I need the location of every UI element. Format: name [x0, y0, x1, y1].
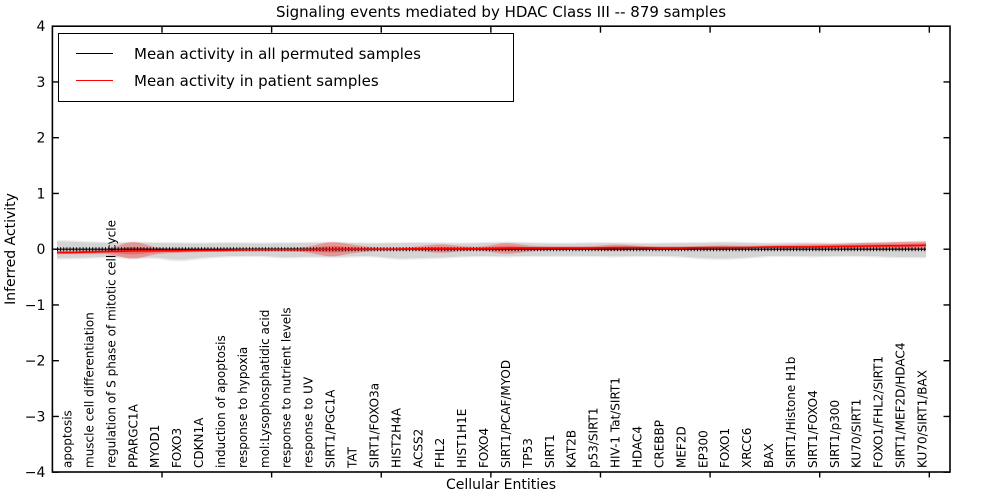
y-tick-label: −4: [25, 465, 46, 481]
x-tick-label: HIV-1 Tat/SIRT1: [609, 377, 623, 468]
y-tick-label: −2: [25, 354, 46, 370]
y-tick-label: 2: [36, 131, 45, 147]
y-tick-label: −1: [25, 298, 46, 314]
x-tick-label: SIRT1/MEF2D/HDAC4: [894, 343, 908, 468]
legend-label-permuted: Mean activity in all permuted samples: [134, 44, 421, 63]
x-tick-label: SIRT1: [543, 434, 557, 468]
x-tick-label: ACSS2: [411, 429, 425, 468]
x-tick-label: regulation of S phase of mitotic cell cy…: [104, 220, 118, 468]
x-tick-label: MYOD1: [148, 425, 162, 468]
legend: Mean activity in all permuted samples Me…: [58, 33, 514, 102]
y-tick-label: −3: [25, 409, 46, 425]
x-tick-label: XRCC6: [740, 428, 754, 468]
patient-line-sample: [76, 80, 113, 81]
x-tick-label: KAT2B: [565, 430, 579, 468]
x-tick-label: MEF2D: [674, 426, 688, 468]
x-tick-label: FOXO1/FHL2/SIRT1: [872, 356, 886, 468]
x-tick-label: response to UV: [302, 376, 316, 468]
legend-item-permuted: Mean activity in all permuted samples: [59, 40, 513, 67]
x-tick-label: TAT: [345, 446, 359, 469]
y-tick-label: 3: [36, 75, 45, 91]
x-tick-label: FOXO4: [477, 428, 491, 468]
x-tick-label: SIRT1/PGC1A: [324, 389, 338, 468]
y-tick-label: 4: [36, 19, 45, 35]
x-tick-label: SIRT1/FOXO3a: [367, 383, 381, 468]
x-tick-label: HIST2H4A: [389, 407, 403, 468]
x-tick-label: HIST1H1E: [455, 409, 469, 468]
legend-label-patient: Mean activity in patient samples: [134, 71, 379, 90]
x-tick-label: p53/SIRT1: [587, 407, 601, 468]
x-tick-label: TP53: [521, 438, 535, 469]
permuted-line-sample: [76, 53, 113, 54]
legend-item-patient: Mean activity in patient samples: [59, 67, 513, 94]
x-tick-label: SIRT1/p300: [828, 400, 842, 468]
x-tick-label: response to nutrient levels: [280, 307, 294, 468]
x-tick-label: PPARGC1A: [126, 403, 140, 468]
x-tick-label: FOXO3: [170, 428, 184, 468]
chart-title: Signaling events mediated by HDAC Class …: [275, 3, 727, 21]
x-tick-label: BAX: [762, 443, 776, 468]
x-tick-label: apoptosis: [61, 410, 75, 468]
x-tick-label: SIRT1/PCAF/MYOD: [499, 360, 513, 468]
x-tick-label: KU70/SIRT1: [850, 399, 864, 468]
x-tick-label: SIRT1/Histone H1b: [784, 357, 798, 468]
x-tick-label: SIRT1/FOXO4: [806, 390, 820, 468]
x-tick-label: FOXO1: [718, 428, 732, 468]
x-tick-label: induction of apoptosis: [214, 335, 228, 468]
y-tick-label: 1: [36, 186, 45, 202]
x-tick-label: EP300: [696, 430, 710, 468]
x-tick-label: CREBBP: [652, 420, 666, 468]
x-tick-label: HDAC4: [630, 426, 644, 468]
y-axis-label: Inferred Activity: [3, 193, 19, 305]
x-tick-label: response to hypoxia: [236, 347, 250, 468]
x-tick-label: muscle cell differentiation: [82, 312, 96, 468]
x-tick-label: mol:Lysophosphatidic acid: [258, 310, 272, 468]
y-tick-label: 0: [36, 242, 45, 258]
x-tick-label: CDKN1A: [192, 417, 206, 468]
x-tick-label: FHL2: [433, 438, 447, 468]
x-tick-label: KU70/SIRT1/BAX: [915, 370, 929, 468]
x-axis-label: Cellular Entities: [445, 477, 557, 493]
